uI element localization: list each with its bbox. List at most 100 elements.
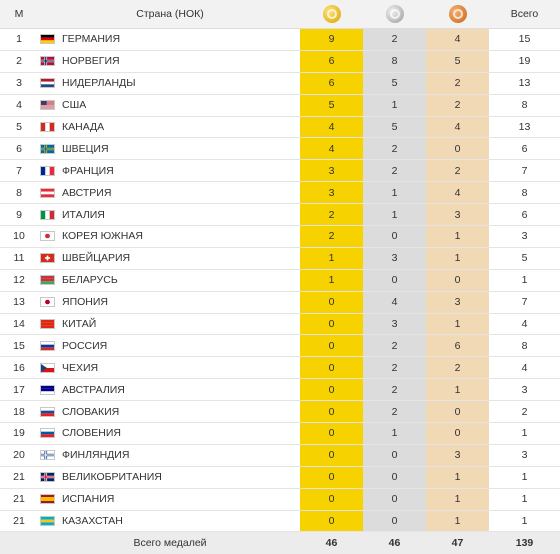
gold-count-cell: 0 (300, 510, 363, 532)
total-count-cell: 1 (521, 471, 528, 484)
rank-cell: 6 (16, 142, 22, 155)
gold-header[interactable] (300, 0, 363, 28)
table-row[interactable]: 17 АВСТРАЛИЯ 0 2 1 3 (0, 379, 560, 402)
country-cell[interactable]: НОРВЕГИЯ (38, 55, 300, 67)
table-row[interactable]: 7 ФРАНЦИЯ 3 2 2 7 (0, 160, 560, 183)
country-flag-icon (40, 428, 55, 439)
country-flag-icon (40, 297, 55, 308)
country-header[interactable]: Страна (НОК) (38, 8, 300, 20)
country-cell[interactable]: ГЕРМАНИЯ (38, 33, 300, 45)
bronze-count-cell: 3 (426, 204, 489, 226)
total-count-cell: 3 (521, 449, 528, 462)
country-cell[interactable]: КОРЕЯ ЮЖНАЯ (38, 230, 300, 242)
gold-count-cell: 9 (300, 29, 363, 50)
country-cell[interactable]: ЯПОНИЯ (38, 296, 300, 308)
gold-count-cell: 0 (300, 335, 363, 357)
footer-grand-total: 139 (515, 537, 534, 550)
country-cell[interactable]: ВЕЛИКОБРИТАНИЯ (38, 471, 300, 483)
table-row[interactable]: 19 СЛОВЕНИЯ 0 1 0 1 (0, 423, 560, 445)
silver-header[interactable] (363, 0, 426, 28)
table-row[interactable]: 10 КОРЕЯ ЮЖНАЯ 2 0 1 3 (0, 226, 560, 248)
rank-cell: 14 (13, 318, 25, 331)
country-flag-icon (40, 231, 55, 242)
table-row[interactable]: 21 КАЗАХСТАН 0 0 1 1 (0, 510, 560, 533)
total-count-cell: 3 (521, 383, 528, 396)
silver-count-cell: 1 (363, 204, 426, 226)
total-count-cell: 8 (521, 99, 528, 112)
country-cell[interactable]: США (38, 99, 300, 111)
table-row[interactable]: 3 НИДЕРЛАНДЫ 6 5 2 13 (0, 72, 560, 95)
table-row[interactable]: 14 КИТАЙ 0 3 1 4 (0, 313, 560, 336)
country-cell[interactable]: КАЗАХСТАН (38, 515, 300, 527)
total-count-cell: 19 (518, 55, 531, 68)
country-cell[interactable]: АВСТРАЛИЯ (38, 384, 300, 396)
country-flag-icon (40, 34, 55, 45)
bronze-count-cell: 4 (426, 29, 489, 50)
silver-count-cell: 1 (363, 182, 426, 204)
bronze-count-cell: 0 (426, 138, 489, 160)
table-row[interactable]: 4 США 5 1 2 8 (0, 94, 560, 117)
table-row[interactable]: 16 ЧЕХИЯ 0 2 2 4 (0, 357, 560, 380)
country-cell[interactable]: ЧЕХИЯ (38, 362, 300, 374)
table-row[interactable]: 18 СЛОВАКИЯ 0 2 0 2 (0, 401, 560, 424)
table-row[interactable]: 2 НОРВЕГИЯ 6 8 5 19 (0, 50, 560, 73)
country-cell[interactable]: КАНАДА (38, 121, 300, 133)
gold-count-cell: 0 (300, 423, 363, 444)
country-cell[interactable]: РОССИЯ (38, 340, 300, 352)
total-count-cell: 7 (521, 164, 528, 177)
bronze-header[interactable] (426, 0, 489, 28)
country-flag-icon (40, 78, 55, 89)
table-row[interactable]: 21 ИСПАНИЯ 0 0 1 1 (0, 488, 560, 511)
country-cell[interactable]: СЛОВАКИЯ (38, 406, 300, 418)
table-row[interactable]: 21 ВЕЛИКОБРИТАНИЯ 0 0 1 1 (0, 466, 560, 489)
country-cell[interactable]: СЛОВЕНИЯ (38, 427, 300, 439)
gold-count-cell: 5 (300, 94, 363, 116)
country-cell[interactable]: БЕЛАРУСЬ (38, 274, 300, 286)
bronze-count-cell: 0 (426, 423, 489, 444)
table-row[interactable]: 11 ШВЕЙЦАРИЯ 1 3 1 5 (0, 247, 560, 270)
country-cell[interactable]: АВСТРИЯ (38, 187, 300, 199)
table-row[interactable]: 9 ИТАЛИЯ 2 1 3 6 (0, 204, 560, 227)
table-row[interactable]: 8 АВСТРИЯ 3 1 4 8 (0, 182, 560, 205)
country-cell[interactable]: ФИНЛЯНДИЯ (38, 449, 300, 461)
bronze-count-cell: 2 (426, 357, 489, 379)
country-cell[interactable]: НИДЕРЛАНДЫ (38, 77, 300, 89)
table-row[interactable]: 20 ФИНЛЯНДИЯ 0 0 3 3 (0, 444, 560, 467)
country-cell[interactable]: ИСПАНИЯ (38, 493, 300, 505)
country-cell[interactable]: ШВЕЦИЯ (38, 143, 300, 155)
silver-count-cell: 5 (363, 72, 426, 94)
country-cell[interactable]: ШВЕЙЦАРИЯ (38, 252, 300, 264)
total-count-cell: 8 (521, 339, 528, 352)
silver-count-cell: 0 (363, 466, 426, 488)
silver-count-cell: 4 (363, 291, 426, 313)
table-row[interactable]: 5 КАНАДА 4 5 4 13 (0, 116, 560, 139)
rank-cell: 2 (16, 55, 22, 68)
silver-count-cell: 2 (363, 335, 426, 357)
total-header[interactable]: Всего (510, 8, 539, 20)
country-cell[interactable]: ИТАЛИЯ (38, 209, 300, 221)
gold-count-cell: 2 (300, 204, 363, 226)
country-name: НОРВЕГИЯ (62, 55, 120, 68)
table-row[interactable]: 15 РОССИЯ 0 2 6 8 (0, 335, 560, 358)
gold-count-cell: 3 (300, 160, 363, 182)
country-flag-icon (40, 319, 55, 330)
bronze-count-cell: 1 (426, 379, 489, 401)
rank-cell: 19 (13, 427, 25, 440)
country-name: НИДЕРЛАНДЫ (62, 77, 136, 90)
gold-count-cell: 0 (300, 401, 363, 423)
bronze-count-cell: 3 (426, 291, 489, 313)
rank-header[interactable]: М (14, 8, 24, 20)
table-row[interactable]: 6 ШВЕЦИЯ 4 2 0 6 (0, 138, 560, 161)
table-row[interactable]: 13 ЯПОНИЯ 0 4 3 7 (0, 291, 560, 314)
footer-gold-total: 46 (325, 537, 338, 550)
country-name: ШВЕЙЦАРИЯ (62, 252, 131, 265)
country-cell[interactable]: ФРАНЦИЯ (38, 165, 300, 177)
bronze-count-cell: 1 (426, 510, 489, 532)
table-row[interactable]: 12 БЕЛАРУСЬ 1 0 0 1 (0, 269, 560, 292)
silver-count-cell: 3 (363, 247, 426, 269)
table-row[interactable]: 1 ГЕРМАНИЯ 9 2 4 15 (0, 29, 560, 51)
bronze-count-cell: 5 (426, 50, 489, 72)
country-name: ШВЕЦИЯ (62, 142, 109, 155)
country-cell[interactable]: КИТАЙ (38, 318, 300, 330)
